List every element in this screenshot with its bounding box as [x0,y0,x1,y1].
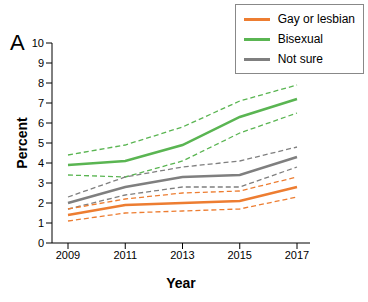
svg-text:9: 9 [38,57,44,69]
svg-text:7: 7 [38,97,44,109]
svg-text:2013: 2013 [170,249,194,261]
svg-text:1: 1 [38,217,44,229]
svg-text:4: 4 [38,157,44,169]
svg-text:Year: Year [166,275,196,291]
html-text:Not sure: Not sure [277,52,323,66]
html-text:Bisexual: Bisexual [277,32,323,46]
svg-text:8: 8 [38,77,44,89]
svg-text:2011: 2011 [113,249,137,261]
svg-text:3: 3 [38,177,44,189]
html-text:Gay or lesbian: Gay or lesbian [277,12,355,26]
svg-text:10: 10 [32,37,44,49]
svg-text:2: 2 [38,197,44,209]
svg-text:2017: 2017 [285,249,309,261]
svg-text:2009: 2009 [56,249,80,261]
svg-text:2015: 2015 [228,249,252,261]
html-text:A: A [10,30,25,55]
svg-text:5: 5 [38,137,44,149]
svg-text:Percent: Percent [14,117,30,169]
svg-text:6: 6 [38,117,44,129]
svg-text:0: 0 [38,237,44,249]
